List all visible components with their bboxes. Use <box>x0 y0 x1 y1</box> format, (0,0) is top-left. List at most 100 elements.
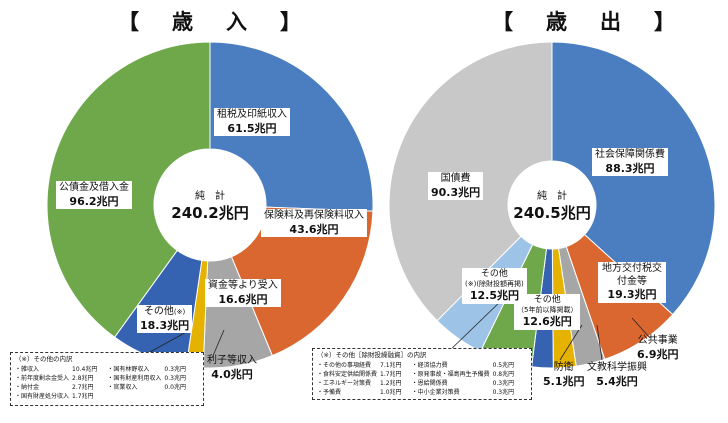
label-debt-service: 国債費 90.3兆円 <box>428 172 484 201</box>
breakdown-item-name: ・経済協力費 <box>411 362 448 369</box>
breakdown-item-name: ・食料安定供給関係費 <box>317 371 378 378</box>
breakdown-item-value <box>164 392 196 401</box>
breakdown-item-name: ・その他の事項経費 <box>317 362 372 369</box>
label-expenditure-other-a-value: 12.6兆円 <box>522 315 572 328</box>
breakdown-item-value: 0.5兆円 <box>492 362 515 369</box>
breakdown-item-value: 7.1兆円 <box>380 362 402 369</box>
expenditure-breakdown-table: ・その他の事項経費 7.1兆円 ・経済協力費 0.5兆円 ・食料安定供給関係費 1.7兆円… <box>317 361 524 397</box>
label-insurance-revenue-name: 保険料及再保険料収入 <box>264 210 364 221</box>
breakdown-row: ・その他の事項経費 7.1兆円 ・経済協力費 0.5兆円 <box>317 361 524 370</box>
label-tax-revenue: 租税及印紙収入 61.5兆円 <box>214 108 290 137</box>
label-debt-service-name: 国債費 <box>440 173 471 184</box>
label-education-science-value: 5.4兆円 <box>596 374 638 388</box>
label-public-works-value: 6.9兆円 <box>637 347 679 361</box>
label-expenditure-other-b-name: その他 <box>480 269 508 279</box>
label-expenditure-other-b-value: 12.5兆円 <box>469 289 519 302</box>
breakdown-item-value: 0.3兆円 <box>164 375 186 382</box>
breakdown-item-value: 0.0兆円 <box>164 384 186 391</box>
label-local-allocation: 地方交付税交付金等 19.3兆円 <box>598 262 666 303</box>
expenditure-other-breakdown: （※）その他［除財投繰融資］の内訳 ・その他の事項経費 7.1兆円 ・経済協力費 0.… <box>312 348 532 400</box>
revenue-total-value: 240.2兆円 <box>171 204 249 222</box>
breakdown-row: ・雑収入 10.4兆円 ・国有林野収入 0.3兆円 <box>15 365 196 374</box>
label-defense: 防衛 5.1兆円 <box>540 361 588 389</box>
expenditure-total-caption: 純 計 <box>537 191 567 202</box>
breakdown-row: ・食料安定供給関係費 1.7兆円 ・原発事故・福島再生予備費 0.8兆円 <box>317 370 524 379</box>
label-insurance-revenue-value: 43.6兆円 <box>289 222 339 236</box>
breakdown-item-name: ・国有財産利用収入 <box>107 375 162 382</box>
label-social-security-value: 88.3兆円 <box>605 161 655 175</box>
label-interest-revenue: 利子等収入 4.0兆円 <box>204 354 260 382</box>
label-revenue-other-name-text: その他 <box>143 306 174 317</box>
label-expenditure-other-b-note: (※)(除財投額再掲) <box>465 280 524 289</box>
breakdown-row: ・前年度剰余金受入 2.8兆円 ・国有財産利用収入 0.3兆円 <box>15 374 196 383</box>
leader-lines <box>149 296 651 361</box>
expenditure-total: 純 計 240.5兆円 <box>502 187 602 223</box>
label-public-works: 公共事業 6.9兆円 <box>634 334 682 362</box>
leader-expenditure-breakdown <box>444 296 506 356</box>
revenue-other-breakdown: （※）その他の内訳 ・雑収入 10.4兆円 ・国有林野収入 0.3兆円 ・前年度剰余金受… <box>10 352 204 406</box>
expenditure-total-value: 240.5兆円 <box>513 204 591 222</box>
label-expenditure-other-a-name: その他 <box>533 295 561 305</box>
label-education-science-name: 文教科学振興 <box>587 362 647 373</box>
revenue-breakdown-title: （※）その他の内訳 <box>15 355 73 363</box>
expenditure-slice-0 <box>551 41 716 316</box>
label-fund-transfer-value: 16.6兆円 <box>218 292 268 306</box>
leader-defense <box>559 324 583 361</box>
breakdown-item-value: 0.3兆円 <box>164 366 186 373</box>
expenditure-heading: 【 歳 出 】 <box>492 10 681 34</box>
label-revenue-other-name: その他(※) <box>140 306 189 319</box>
breakdown-item-value: 0.8兆円 <box>492 371 515 378</box>
breakdown-item-value: 2.7兆円 <box>72 384 94 391</box>
breakdown-item-name <box>107 392 164 401</box>
label-local-allocation-value: 19.3兆円 <box>607 288 657 301</box>
breakdown-item-name: ・予備費 <box>317 389 342 396</box>
label-bonds-revenue-name: 公債金及借入金 <box>59 182 129 193</box>
label-revenue-other: その他(※) 18.3兆円 <box>137 305 193 334</box>
breakdown-item-name: ・前年度剰余金受入 <box>15 375 70 382</box>
label-fund-transfer: 資金等より受入 16.6兆円 <box>205 279 281 308</box>
breakdown-row: ・エネルギー対策費 1.2兆円 ・恩給関係費 0.3兆円 <box>317 379 524 388</box>
label-revenue-other-value: 18.3兆円 <box>140 318 190 332</box>
breakdown-row: ・国有財産処分収入 1.7兆円 <box>15 392 196 401</box>
label-defense-value: 5.1兆円 <box>543 374 585 388</box>
label-expenditure-other-a-note: （5年前以降掲載） <box>517 306 578 315</box>
breakdown-item-value: 1.7兆円 <box>72 393 94 400</box>
label-insurance-revenue: 保険料及再保険料収入 43.6兆円 <box>261 209 367 238</box>
leader-education <box>596 324 603 361</box>
breakdown-row: ・納付金 2.7兆円 ・官業収入 0.0兆円 <box>15 383 196 392</box>
breakdown-item-value: 1.0兆円 <box>380 389 402 396</box>
breakdown-item-name: ・雑収入 <box>15 366 40 373</box>
breakdown-item-value: 2.8兆円 <box>72 375 94 382</box>
revenue-heading: 【 歳 入 】 <box>118 10 307 34</box>
label-tax-revenue-name: 租税及印紙収入 <box>217 109 287 120</box>
breakdown-item-value: 10.4兆円 <box>72 366 98 373</box>
breakdown-item-name: ・恩給関係費 <box>411 380 448 387</box>
breakdown-item-name: ・官業収入 <box>107 384 138 391</box>
breakdown-item-name: ・中小企業対策費 <box>411 389 460 396</box>
label-local-allocation-name: 地方交付税交付金等 <box>602 263 662 287</box>
label-interest-revenue-value: 4.0兆円 <box>211 367 253 381</box>
label-interest-revenue-name: 利子等収入 <box>207 355 257 366</box>
label-expenditure-other-b: その他 (※)(除財投額再掲) 12.5兆円 <box>462 268 527 304</box>
expenditure-donut <box>388 41 716 369</box>
revenue-breakdown-table: ・雑収入 10.4兆円 ・国有林野収入 0.3兆円 ・前年度剰余金受入 2.8兆円 ・国有財… <box>15 365 196 401</box>
breakdown-item-name: ・納付金 <box>15 384 40 391</box>
label-social-security-name: 社会保障関係費 <box>595 149 665 160</box>
breakdown-item-value: 0.3兆円 <box>492 380 515 387</box>
breakdown-item-value: 0.3兆円 <box>492 389 515 396</box>
breakdown-row: ・予備費 1.0兆円 ・中小企業対策費 0.3兆円 <box>317 388 524 397</box>
revenue-total: 純 計 240.2兆円 <box>160 187 260 223</box>
label-social-security: 社会保障関係費 88.3兆円 <box>592 148 668 177</box>
label-defense-name: 防衛 <box>553 362 574 373</box>
label-tax-revenue-value: 61.5兆円 <box>227 121 277 135</box>
revenue-slice-0 <box>209 41 374 212</box>
leader-public-works <box>631 317 651 339</box>
label-public-works-name: 公共事業 <box>637 335 678 346</box>
breakdown-item-name: ・国有財産処分収入 <box>15 393 70 400</box>
label-debt-service-value: 90.3兆円 <box>431 185 481 199</box>
breakdown-item-name: ・原発事故・福島再生予備費 <box>411 371 490 378</box>
breakdown-item-value: 1.2兆円 <box>380 380 402 387</box>
expenditure-breakdown-title: （※）その他［除財投繰融資］の内訳 <box>317 351 427 359</box>
breakdown-item-name: ・エネルギー対策費 <box>317 380 372 387</box>
